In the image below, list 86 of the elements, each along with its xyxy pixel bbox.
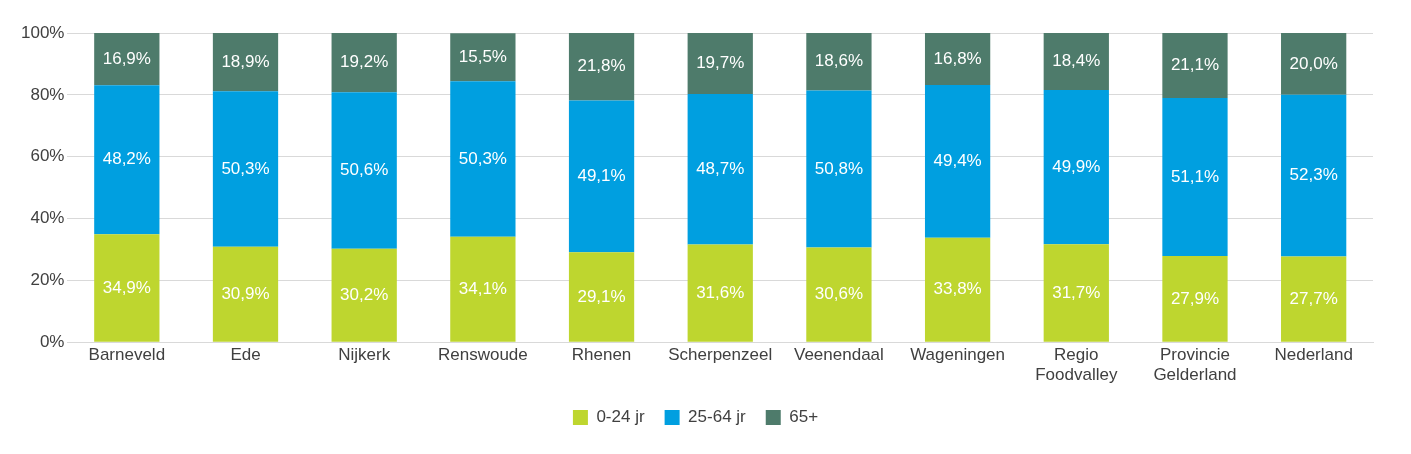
data-label: 52,3% xyxy=(1289,165,1338,185)
x-tick-label: Ede xyxy=(230,345,261,365)
bar xyxy=(212,91,279,247)
bar xyxy=(212,33,279,92)
data-label: 30,2% xyxy=(340,284,389,304)
bar xyxy=(806,90,872,248)
x-tick-label: Renswoude xyxy=(437,345,528,365)
data-label: 21,1% xyxy=(1170,55,1220,74)
legend-label: 65+ xyxy=(789,407,819,427)
bar xyxy=(687,33,753,94)
bar xyxy=(450,236,516,342)
bar xyxy=(1162,33,1228,98)
y-tick-label: 40% xyxy=(30,208,65,228)
y-tick-label: 80% xyxy=(30,84,65,104)
data-label: 31,7% xyxy=(1052,282,1101,302)
bar xyxy=(924,33,991,85)
data-label: 34,9% xyxy=(102,277,151,297)
bar xyxy=(1043,33,1109,90)
data-label: 50,6% xyxy=(340,160,389,180)
bar xyxy=(331,92,397,249)
data-label: 50,8% xyxy=(814,158,864,178)
bar xyxy=(212,246,279,342)
y-tick-label: 0% xyxy=(39,331,65,351)
data-label: 15,5% xyxy=(458,46,507,66)
data-label: 18,4% xyxy=(1052,51,1101,71)
data-label: 21,8% xyxy=(577,56,626,76)
bar xyxy=(568,252,635,342)
bar xyxy=(1162,255,1228,342)
data-label: 16,8% xyxy=(933,48,982,68)
data-label: 27,9% xyxy=(1170,288,1220,308)
bar xyxy=(450,33,516,82)
bar xyxy=(687,93,753,245)
data-label: 48,7% xyxy=(696,158,745,178)
bar xyxy=(331,33,397,93)
bar xyxy=(568,33,635,101)
data-label: 30,6% xyxy=(814,284,864,304)
bar xyxy=(1162,97,1228,256)
data-label: 31,6% xyxy=(696,282,745,302)
bar xyxy=(806,247,872,342)
bar xyxy=(331,248,397,342)
bar xyxy=(1281,94,1347,257)
x-tick-label: Rhenen xyxy=(571,345,632,365)
data-label: 18,6% xyxy=(814,51,864,71)
data-label: 34,1% xyxy=(458,278,507,298)
bar xyxy=(687,244,753,342)
x-tick-label: Provincie Gelderland xyxy=(1153,345,1237,385)
data-label: 50,3% xyxy=(221,158,270,178)
data-label: 50,3% xyxy=(458,148,507,168)
bar xyxy=(1281,256,1347,342)
data-label: 30,9% xyxy=(221,283,270,303)
data-label: 48,2% xyxy=(102,149,151,169)
data-label: 49,1% xyxy=(577,166,626,185)
data-label: 49,4% xyxy=(933,151,982,171)
data-label: 49,9% xyxy=(1052,156,1101,176)
y-tick-label: 60% xyxy=(30,146,65,166)
legend-label: 25-64 jr xyxy=(688,407,747,427)
data-label: 51,1% xyxy=(1170,166,1220,186)
data-label: 19,7% xyxy=(696,53,745,73)
bar xyxy=(1043,244,1109,342)
data-label: 18,9% xyxy=(221,51,270,71)
bar xyxy=(94,85,160,235)
bar xyxy=(924,237,991,342)
data-label: 20,0% xyxy=(1289,53,1338,73)
data-label: 16,9% xyxy=(102,48,151,68)
data-label: 29,1% xyxy=(577,286,626,306)
data-label: 33,8% xyxy=(933,279,982,299)
data-label: 19,2% xyxy=(340,52,389,72)
bar xyxy=(806,33,872,91)
bar xyxy=(568,100,635,253)
bar xyxy=(1281,33,1347,95)
x-tick-label: Barneveld xyxy=(88,345,166,365)
y-tick-label: 100% xyxy=(21,22,65,42)
bar xyxy=(1043,89,1109,245)
bar xyxy=(94,33,160,86)
x-tick-label: Regio Foodvalley xyxy=(1035,345,1118,385)
x-tick-label: Nederland xyxy=(1274,345,1353,365)
x-tick-label: Veenendaal xyxy=(794,345,884,365)
y-tick-label: 20% xyxy=(30,270,65,290)
bar xyxy=(94,234,160,342)
x-tick-label: Nijkerk xyxy=(338,345,391,365)
bar xyxy=(450,81,516,237)
data-label: 27,7% xyxy=(1289,288,1338,308)
x-tick-label: Wageningen xyxy=(910,345,1006,365)
x-tick-label: Scherpenzeel xyxy=(668,345,773,365)
bar xyxy=(924,84,991,238)
legend-label: 0-24 jr xyxy=(596,407,645,427)
